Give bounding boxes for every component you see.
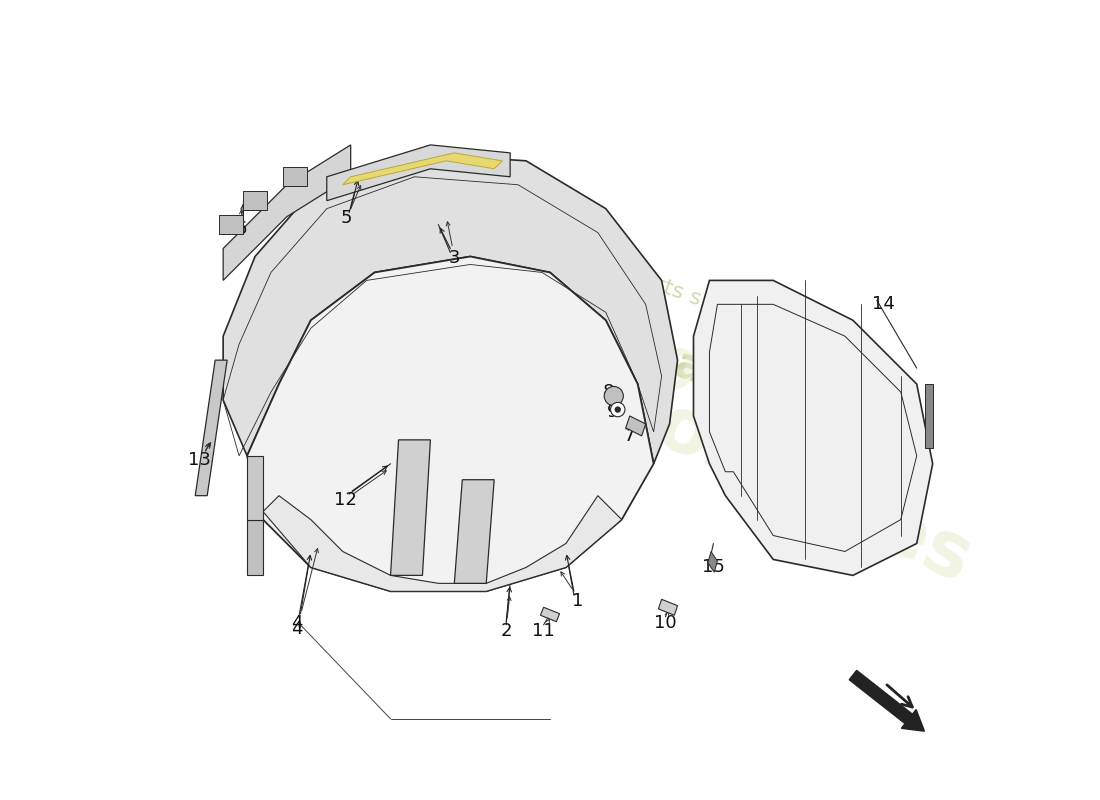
Text: 10: 10 — [654, 614, 676, 632]
Text: 4: 4 — [292, 620, 302, 638]
Polygon shape — [708, 551, 717, 572]
Text: 2: 2 — [500, 622, 512, 640]
Circle shape — [610, 402, 625, 417]
Text: 5: 5 — [341, 210, 352, 227]
Polygon shape — [263, 496, 622, 591]
Circle shape — [604, 386, 624, 406]
Polygon shape — [454, 480, 494, 583]
Text: 3: 3 — [449, 249, 460, 267]
Circle shape — [615, 406, 622, 413]
Polygon shape — [223, 145, 351, 281]
Polygon shape — [626, 416, 646, 436]
Polygon shape — [540, 607, 560, 622]
Polygon shape — [219, 215, 243, 234]
Text: a passion for parts since 1985: a passion for parts since 1985 — [484, 214, 807, 347]
Polygon shape — [223, 153, 678, 464]
Polygon shape — [248, 519, 263, 575]
Polygon shape — [343, 153, 503, 185]
Text: 4: 4 — [292, 614, 302, 632]
Polygon shape — [243, 191, 267, 210]
Text: 12: 12 — [333, 490, 356, 509]
Text: 11: 11 — [532, 622, 556, 640]
Text: 7: 7 — [624, 427, 636, 445]
Text: 1: 1 — [572, 592, 584, 610]
FancyArrow shape — [849, 670, 924, 731]
Polygon shape — [925, 384, 933, 448]
Polygon shape — [248, 257, 653, 591]
Polygon shape — [390, 440, 430, 575]
Polygon shape — [283, 167, 307, 186]
Text: 8: 8 — [603, 383, 614, 401]
Polygon shape — [693, 281, 933, 575]
Text: 6: 6 — [235, 219, 248, 238]
Text: eurospares: eurospares — [506, 284, 785, 421]
Text: 14: 14 — [872, 295, 894, 314]
Text: eurospares: eurospares — [515, 328, 983, 599]
Text: 9: 9 — [606, 403, 618, 421]
Polygon shape — [195, 360, 227, 496]
Polygon shape — [248, 456, 263, 519]
Polygon shape — [659, 599, 678, 615]
Text: 1985: 1985 — [612, 327, 774, 441]
Polygon shape — [327, 145, 510, 201]
Text: 15: 15 — [702, 558, 725, 577]
Text: 13: 13 — [188, 450, 211, 469]
